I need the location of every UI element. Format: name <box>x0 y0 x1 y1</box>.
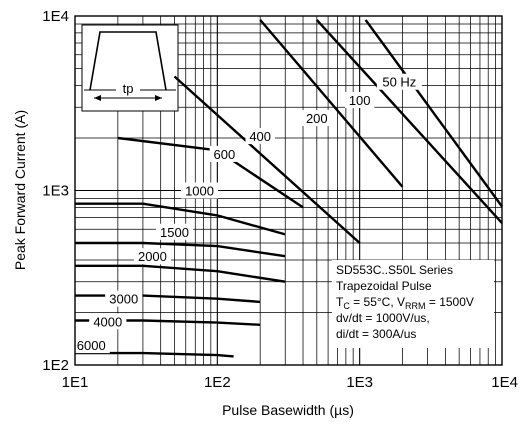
tp-label: tp <box>123 81 134 96</box>
tp-label-bg <box>116 83 140 95</box>
y-tick-label: 1E2 <box>42 357 69 374</box>
y-tick-label: 1E4 <box>42 8 69 25</box>
annotation-line: Trapezoidal Pulse <box>336 279 432 293</box>
series-label-bg <box>302 110 332 127</box>
series-curve <box>75 294 261 304</box>
series-label: 6000 <box>77 338 106 353</box>
series-label-bg <box>133 248 172 265</box>
series-label-bg <box>180 182 219 199</box>
annotation-line: dv/dt = 1000V/us, <box>336 311 430 325</box>
tp-arrow-left <box>94 95 101 101</box>
series-label: 4000 <box>93 314 122 329</box>
series-curve <box>75 351 234 358</box>
annotation-background <box>332 260 494 348</box>
x-tick-label: 1E1 <box>62 374 89 391</box>
series-curve <box>75 264 286 283</box>
series-curve <box>75 202 286 236</box>
series-curve <box>364 19 503 208</box>
y-tick-label: 1E3 <box>42 183 69 200</box>
series-label: 1000 <box>185 184 214 199</box>
trapezoid-pulse-shape <box>89 31 167 91</box>
series-label: 3000 <box>109 292 138 307</box>
annotation-line: SD553C..S50L Series <box>336 263 453 277</box>
annotation-line: di/dt = 300A/us <box>336 327 416 341</box>
series-label-bg <box>155 223 194 240</box>
x-tick-label: 1E3 <box>346 374 373 391</box>
tp-arrow-right <box>155 95 162 101</box>
annotation-line: TC = 55°C, VRRM = 1500V <box>336 295 474 311</box>
series-label-bg <box>105 290 143 307</box>
trapezoid-pulse-inset: tp <box>81 24 179 112</box>
y-axis-title: Peak Forward Current (A) <box>12 110 28 270</box>
series-label-bg <box>209 145 240 162</box>
test-conditions-annotation: SD553C..S50L Series Trapezoidal Pulse TC =… <box>332 260 494 348</box>
series-label: 600 <box>213 147 235 162</box>
series-label: 50 Hz <box>382 75 416 90</box>
series-label: 2000 <box>138 249 167 264</box>
series-labels: 50 Hz 100 200 400 600 1000 1500 2000 3000 4000 600… <box>72 73 422 354</box>
series-label-bg <box>72 337 110 354</box>
series-label-bg <box>344 92 375 109</box>
series-label: 100 <box>349 93 371 108</box>
series-curve <box>315 19 503 224</box>
series-curve <box>173 75 361 244</box>
series-curve <box>259 19 404 188</box>
series-curve <box>75 241 286 258</box>
series-label-bg <box>89 313 127 330</box>
series-label-bg <box>376 73 422 90</box>
series-label: 1500 <box>160 225 189 240</box>
series-label-bg <box>245 128 275 145</box>
x-tick-label: 1E2 <box>204 374 231 391</box>
x-tick-label: 1E4 <box>491 374 518 391</box>
series-label: 200 <box>306 111 328 126</box>
plot-frame <box>74 15 503 366</box>
x-axis-title: Pulse Basewidth (µs) <box>222 402 354 418</box>
series-label: 400 <box>249 129 271 144</box>
